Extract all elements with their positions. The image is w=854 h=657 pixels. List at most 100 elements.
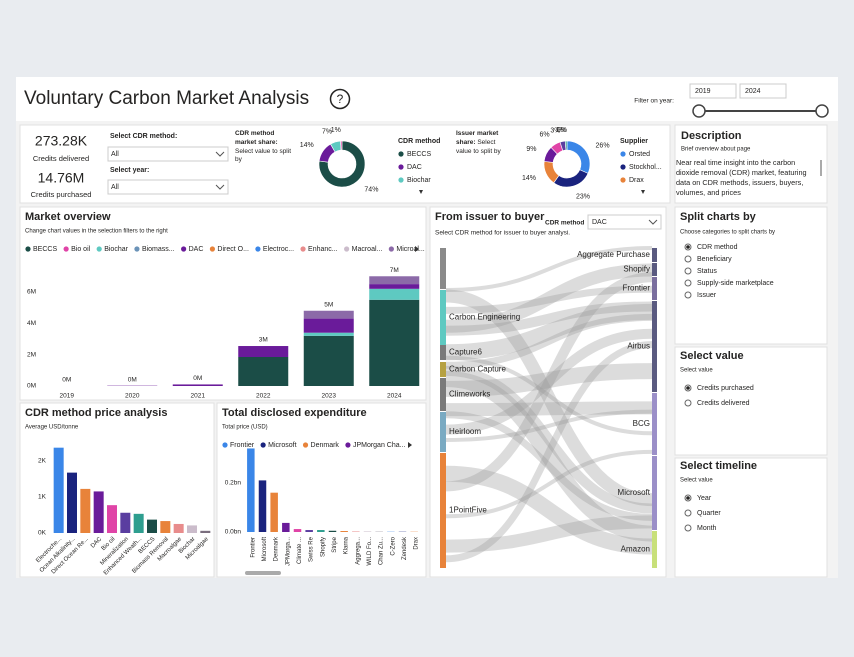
bar (282, 522, 290, 532)
market-panel (19, 206, 427, 401)
bar (270, 492, 278, 532)
radio[interactable] (684, 291, 692, 299)
chart-title: Market overview (25, 211, 111, 223)
y-tick-label: 2K (38, 457, 47, 464)
dropdown[interactable] (107, 179, 229, 195)
bar (340, 531, 348, 532)
sankey-node (652, 393, 657, 455)
y-tick-label: 1K (38, 494, 47, 501)
dropdown[interactable] (587, 214, 662, 230)
radio[interactable] (684, 524, 692, 532)
description-box: Near real time insight into the carbon d… (676, 158, 807, 197)
radio-dot[interactable] (686, 245, 690, 249)
x-tick-label: 2022 (256, 393, 271, 400)
slice-label: 7% (322, 128, 332, 135)
x-tick-label: Denmark (274, 536, 280, 561)
dropdown-label: CDR method (545, 220, 584, 227)
radio-label[interactable]: CDR method (697, 244, 738, 251)
radio[interactable] (684, 279, 692, 287)
legend-label: Stockhol... (629, 164, 662, 171)
slice-label: 6% (540, 132, 550, 139)
bar-segment (369, 288, 420, 300)
total-label: 7M (390, 267, 399, 274)
scrollbar[interactable] (245, 571, 281, 575)
legend-label: Macroal... (352, 246, 383, 253)
dropdown-value[interactable]: All (111, 184, 119, 191)
chart-subtitle: Change chart values in the selection fil… (25, 229, 168, 235)
help-icon[interactable] (329, 88, 351, 110)
year-to-box[interactable] (739, 83, 787, 99)
radio-label[interactable]: Credits purchased (697, 385, 754, 392)
radio-label[interactable]: Month (697, 525, 717, 532)
sankey-node (440, 412, 446, 452)
bar (187, 525, 197, 533)
legend-label: BECCS (407, 151, 431, 158)
year-from[interactable]: 2019 (695, 88, 711, 95)
legend-label: Microal... (396, 246, 424, 253)
radio-dot[interactable] (686, 496, 690, 500)
radio-dot[interactable] (686, 386, 690, 390)
kpi-value: 273.28K (35, 133, 88, 149)
sankey-node (440, 345, 446, 360)
year-to[interactable]: 2024 (745, 88, 761, 95)
sankey-node (440, 453, 446, 568)
panel-title: Split charts by (680, 211, 757, 223)
total-label: 0M (193, 375, 202, 382)
sankey-flow (445, 401, 653, 417)
radio[interactable] (684, 399, 692, 407)
panel-title: Select value (680, 350, 744, 362)
sankey-node (440, 248, 446, 289)
legend-swatch (181, 246, 187, 252)
bar (107, 505, 117, 533)
legend-label: Direct O... (217, 246, 249, 253)
bar (133, 513, 144, 533)
sankey-source: Climeworks (449, 390, 490, 399)
slider-handle[interactable] (692, 104, 706, 118)
radio[interactable] (684, 267, 692, 275)
slider-handle[interactable] (815, 104, 829, 118)
dropdown-value[interactable]: DAC (592, 219, 607, 226)
sankey-node (652, 531, 657, 568)
chart-title: Total disclosed expenditure (222, 407, 367, 419)
total-label: 3M (259, 337, 268, 344)
radio-label[interactable]: Quarter (697, 510, 721, 517)
scrollbar[interactable] (820, 160, 822, 176)
bar (305, 530, 313, 532)
help-text[interactable]: ? (337, 92, 344, 106)
radio-label[interactable]: Status (697, 268, 717, 275)
dropdown-value[interactable]: All (111, 151, 119, 158)
dropdown[interactable] (107, 146, 229, 162)
y-tick-label: 0.2bn (225, 480, 242, 487)
slicer-label: Select year: (110, 167, 149, 174)
radio-label[interactable]: Beneficiary (697, 256, 732, 263)
radio-label[interactable]: Credits delivered (697, 400, 750, 407)
slice-label: 0% (557, 127, 567, 134)
sankey-node (652, 277, 657, 300)
radio-label[interactable]: Year (697, 495, 712, 502)
donut-caption: CDR method market share: Select value to… (235, 130, 291, 163)
sankey-flow (445, 301, 653, 336)
bar (120, 512, 131, 533)
legend-swatch (63, 246, 69, 252)
radio-label[interactable]: Issuer (697, 292, 717, 299)
sankey-node (652, 456, 657, 530)
caption-title: Issuer market share: (456, 130, 499, 146)
total-label: 0M (62, 377, 71, 384)
bar (53, 447, 64, 533)
legend-swatch (260, 442, 266, 448)
legend-swatch (398, 164, 404, 170)
year-from-box[interactable] (689, 83, 737, 99)
sankey-flow (445, 263, 653, 333)
x-tick-label: 2021 (191, 393, 206, 400)
sankey-source: Carbon Engineering (449, 313, 520, 322)
sankey-target: Frontier (622, 284, 650, 293)
description-text: Near real time insight into the carbon d… (676, 158, 807, 197)
radio[interactable] (684, 255, 692, 263)
chevron (215, 151, 225, 157)
radio-label[interactable]: Supply-side marketplace (697, 280, 774, 287)
slice-label: 23% (576, 194, 590, 201)
legend-swatch (255, 246, 261, 252)
sankey-flow (445, 370, 653, 542)
radio[interactable] (684, 509, 692, 517)
sankey-target: Shopify (623, 265, 650, 274)
